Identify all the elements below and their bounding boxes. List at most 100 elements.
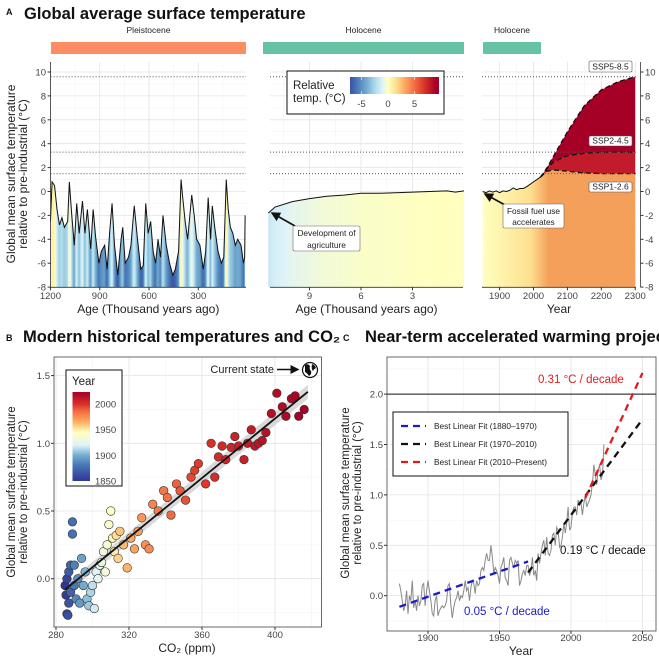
- scatter-point: [64, 598, 74, 608]
- temperature-band: [211, 179, 213, 288]
- temperature-band: [72, 179, 74, 288]
- legend-label: Best Linear Fit (1880–1970): [434, 421, 537, 431]
- temperature-band: [62, 179, 64, 288]
- temperature-line: [267, 190, 465, 214]
- scenario-line: [539, 169, 636, 178]
- temperature-band: [110, 179, 112, 288]
- temperature-band: [144, 179, 146, 288]
- temperature-band: [229, 179, 231, 288]
- temperature-band: [77, 179, 79, 288]
- temperature-band: [274, 190, 280, 288]
- colorbar: [350, 77, 439, 94]
- x-axis-title: Age (Thousand years ago): [77, 302, 219, 316]
- temperature-band: [85, 179, 87, 288]
- y-tick-label-right: 2: [645, 163, 650, 174]
- temperature-band: [75, 179, 77, 288]
- y-axis-title-line: relative to pre-industrial (°C): [18, 420, 30, 563]
- temperature-band: [188, 179, 190, 288]
- globe-icon: [301, 361, 319, 379]
- plot-border: [53, 356, 322, 628]
- y-tick-label: 8: [41, 91, 46, 102]
- temperature-band: [87, 179, 89, 288]
- scatter-point: [277, 402, 287, 412]
- scatter-point: [129, 544, 140, 554]
- temperature-band: [403, 190, 409, 288]
- scatter-point: [180, 495, 191, 505]
- scatter-point: [290, 391, 300, 401]
- temperature-band: [61, 179, 63, 288]
- scatter-point: [106, 506, 116, 516]
- temperature-band: [271, 190, 274, 288]
- scatter-point: [89, 603, 99, 614]
- slope-annotation: 0.31 °C / decade: [538, 374, 624, 386]
- temperature-band: [209, 179, 211, 288]
- temperature-band: [56, 179, 58, 288]
- temperature-band: [149, 179, 151, 288]
- temperature-band: [377, 190, 383, 288]
- temperature-band: [230, 179, 232, 288]
- temperature-band: [433, 190, 439, 288]
- temperature-band: [225, 179, 227, 288]
- scatter-point: [78, 580, 88, 591]
- temperature-band: [181, 179, 183, 288]
- observed-temperature-line: [398, 444, 605, 618]
- temperature-band: [273, 190, 276, 288]
- temperature-band: [226, 179, 228, 288]
- y-tick-label: 10: [35, 68, 46, 79]
- scatter-point: [233, 441, 244, 451]
- temperature-band: [135, 179, 137, 288]
- temperature-band: [64, 179, 66, 288]
- temperature-band: [287, 190, 293, 288]
- colorbar: [72, 392, 90, 481]
- temperature-band: [446, 190, 450, 288]
- temperature-band: [438, 190, 443, 288]
- y-tick-label: 2.0: [370, 390, 383, 401]
- panel-b: B Modern historical temperatures and CO₂ 2…: [6, 328, 340, 655]
- temperature-band: [429, 190, 435, 288]
- temperature-band: [57, 179, 59, 288]
- scenario-line: [539, 76, 636, 178]
- scatter-point: [104, 519, 114, 530]
- temperature-band: [150, 179, 152, 288]
- scatter-point: [67, 517, 78, 527]
- scatter-point: [87, 580, 98, 591]
- temperature-band: [163, 179, 165, 288]
- x-tick-label: 2000: [560, 633, 581, 644]
- temperature-band: [457, 190, 460, 288]
- temperature-band: [111, 179, 113, 288]
- temperature-band: [93, 179, 95, 288]
- temperature-band: [183, 179, 185, 288]
- fit-line: [527, 418, 644, 574]
- y-tick-label: -4: [38, 235, 46, 246]
- temperature-band: [207, 179, 209, 288]
- temperature-band: [68, 179, 70, 288]
- y-tick-label: 0.5: [37, 507, 50, 518]
- temperature-band: [61, 179, 63, 288]
- y-axis-title: Global mean surface temperaturerelative …: [4, 84, 30, 263]
- panel-title: Near-term accelerated warming projection: [365, 328, 659, 346]
- y-tick-label: 6: [41, 115, 46, 126]
- temperature-band: [88, 179, 90, 288]
- annotation-text: accelerates: [512, 217, 554, 227]
- slope-annotation: 0.05 °C / decade: [464, 606, 550, 618]
- scatter-point: [246, 425, 256, 435]
- temperature-band: [420, 190, 426, 288]
- y-tick-label-right: -2: [645, 211, 653, 222]
- y-tick-label-right: 6: [645, 115, 650, 126]
- x-axis-title: Year: [509, 644, 533, 658]
- x-tick-label: 1950: [489, 633, 510, 644]
- scatter-point: [210, 472, 220, 482]
- scatter-point: [294, 411, 304, 421]
- x-tick-label: 400: [267, 630, 283, 641]
- y-axis-title-line: relative to pre-industrial (°C): [352, 421, 364, 564]
- temperature-band: [190, 179, 192, 288]
- y-tick-label-right: -8: [645, 283, 653, 294]
- y-tick-label-right: 10: [645, 68, 656, 79]
- temperature-band: [67, 179, 69, 288]
- scenario-label-box: [588, 60, 633, 73]
- temperature-band: [448, 190, 452, 288]
- temperature-band: [179, 179, 181, 288]
- temperature-band: [416, 190, 422, 288]
- scatter-point: [122, 563, 132, 573]
